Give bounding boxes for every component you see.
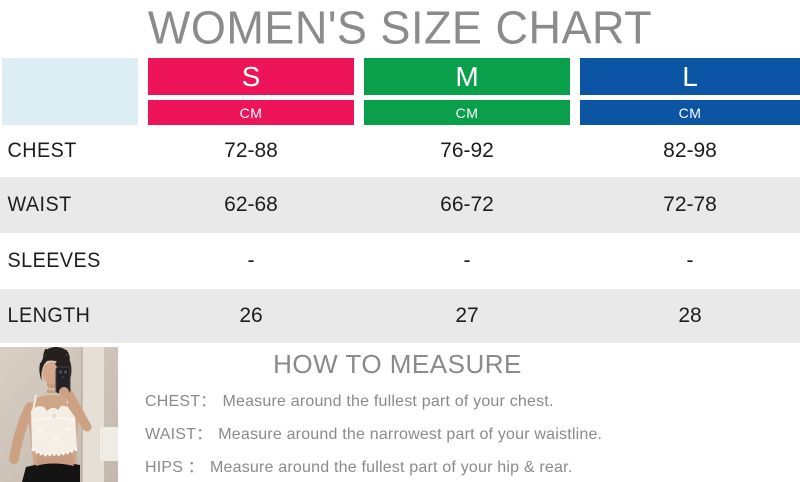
row-label: LENGTH (7, 304, 91, 327)
cell-waist-l: 72-78 (663, 193, 717, 216)
cell-length-s: 26 (239, 304, 263, 327)
cell-chest-s: 72-88 (224, 139, 278, 162)
cell-sleeves-s: - (247, 249, 255, 272)
cell-chest-m: 76-92 (440, 139, 494, 162)
instruction-label: HIPS ： (145, 459, 204, 476)
row-label: SLEEVES (7, 249, 101, 272)
row-label: WAIST (7, 193, 72, 216)
table-row-waist: WAIST 62-68 66-72 72-78 (0, 177, 800, 233)
unit-cell-l: CM (580, 100, 800, 125)
counter (100, 427, 118, 461)
size-column-m: M (364, 58, 570, 95)
door-panel (82, 347, 104, 482)
cell-chest-l: 82-98 (663, 139, 717, 162)
page-title: WOMEN'S SIZE CHART (147, 1, 653, 54)
cell-sleeves-l: - (686, 249, 694, 272)
cell-waist-s: 62-68 (224, 193, 278, 216)
choker-necklace (46, 387, 59, 391)
cell-waist-m: 66-72 (440, 193, 494, 216)
cell-sleeves-m: - (463, 249, 471, 272)
cell-length-l: 28 (678, 304, 702, 327)
size-column-l: L (580, 58, 800, 95)
table-row-sleeves: SLEEVES - - - (0, 233, 800, 289)
bow (52, 414, 56, 418)
hand (59, 387, 69, 397)
how-to-measure-section: HOW TO MEASURE CHEST： Measure around the… (145, 349, 650, 482)
row-label: CHEST (7, 139, 77, 162)
how-to-measure-heading: HOW TO MEASURE (273, 349, 522, 379)
corner-cell (2, 58, 138, 125)
instruction-text: Measure around the fullest part of your … (210, 459, 573, 476)
hair (40, 351, 72, 389)
instruction-text: Measure around the fullest part of your … (222, 393, 554, 410)
measure-instruction-waist: WAIST： Measure around the narrowest part… (145, 425, 650, 445)
table-row-chest: CHEST 72-88 76-92 82-98 (0, 125, 800, 177)
unit-cell-m: CM (364, 100, 570, 125)
measure-instruction-chest: CHEST： Measure around the fullest part o… (145, 392, 650, 412)
cell-length-m: 27 (455, 304, 479, 327)
pants (22, 462, 80, 482)
lace-cami (31, 405, 77, 455)
instruction-label: CHEST： (145, 393, 217, 410)
table-row-length: LENGTH 26 27 28 (0, 289, 800, 343)
size-table-body: CHEST 72-88 76-92 82-98 WAIST 62-68 66-7… (0, 125, 800, 343)
unit-cell-s: CM (148, 100, 354, 125)
instruction-text: Measure around the narrowest part of you… (218, 426, 603, 443)
size-column-s: S (148, 58, 354, 95)
size-table-header: S M L CM CM CM (2, 58, 800, 125)
instruction-label: WAIST： (145, 426, 213, 443)
model-photo (0, 347, 118, 482)
measure-instruction-hips: HIPS ： Measure around the fullest part o… (145, 458, 650, 478)
